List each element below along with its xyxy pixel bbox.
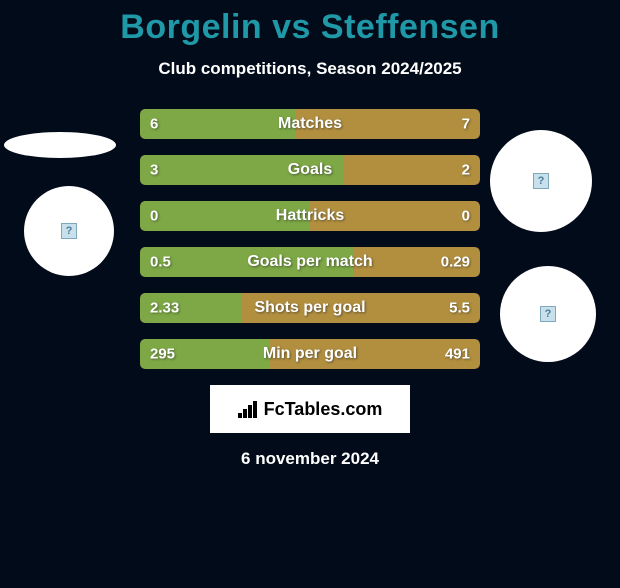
stat-value-left: 3	[150, 162, 158, 179]
stat-value-right: 5.5	[449, 300, 470, 317]
watermark-text: FcTables.com	[264, 399, 383, 420]
avatar-placeholder-right-bottom: ?	[500, 266, 596, 362]
watermark: FcTables.com	[210, 385, 410, 433]
player2-name: Steffensen	[321, 8, 500, 46]
stat-value-left: 0.5	[150, 254, 171, 271]
stat-label: Min per goal	[263, 345, 357, 363]
placeholder-icon: ?	[61, 223, 77, 239]
stat-row: 0.5 Goals per match 0.29	[140, 247, 480, 277]
stat-row: 0 Hattricks 0	[140, 201, 480, 231]
stat-label: Shots per goal	[254, 299, 365, 317]
stat-row: 295 Min per goal 491	[140, 339, 480, 369]
placeholder-icon: ?	[533, 173, 549, 189]
stat-label: Goals per match	[247, 253, 372, 271]
stat-value-left: 2.33	[150, 300, 179, 317]
stat-row: 2.33 Shots per goal 5.5	[140, 293, 480, 323]
stat-value-right: 2	[462, 162, 470, 179]
placeholder-icon: ?	[540, 306, 556, 322]
date-label: 6 november 2024	[0, 449, 620, 469]
stat-label: Hattricks	[276, 207, 344, 225]
stats-bars: 6 Matches 7 3 Goals 2 0 Hattricks 0 0.5 Goals per …	[140, 109, 480, 369]
stat-label: Goals	[288, 161, 332, 179]
stat-value-right: 491	[445, 346, 470, 363]
comparison-title: Borgelin vs Steffensen	[0, 8, 620, 47]
avatar-placeholder-right-top: ?	[490, 130, 592, 232]
subtitle: Club competitions, Season 2024/2025	[0, 59, 620, 79]
stat-value-right: 0.29	[441, 254, 470, 271]
fctables-logo: FcTables.com	[238, 399, 383, 420]
stat-label: Matches	[278, 115, 342, 133]
stat-row: 3 Goals 2	[140, 155, 480, 185]
stat-value-left: 0	[150, 208, 158, 225]
stat-value-right: 0	[462, 208, 470, 225]
stat-value-left: 295	[150, 346, 175, 363]
stat-row: 6 Matches 7	[140, 109, 480, 139]
stat-value-left: 6	[150, 116, 158, 133]
decorative-ellipse	[4, 132, 116, 158]
stat-value-right: 7	[462, 116, 470, 133]
vs-label: vs	[272, 8, 311, 46]
avatar-placeholder-left: ?	[24, 186, 114, 276]
player1-name: Borgelin	[120, 8, 262, 46]
bars-icon	[238, 400, 260, 418]
